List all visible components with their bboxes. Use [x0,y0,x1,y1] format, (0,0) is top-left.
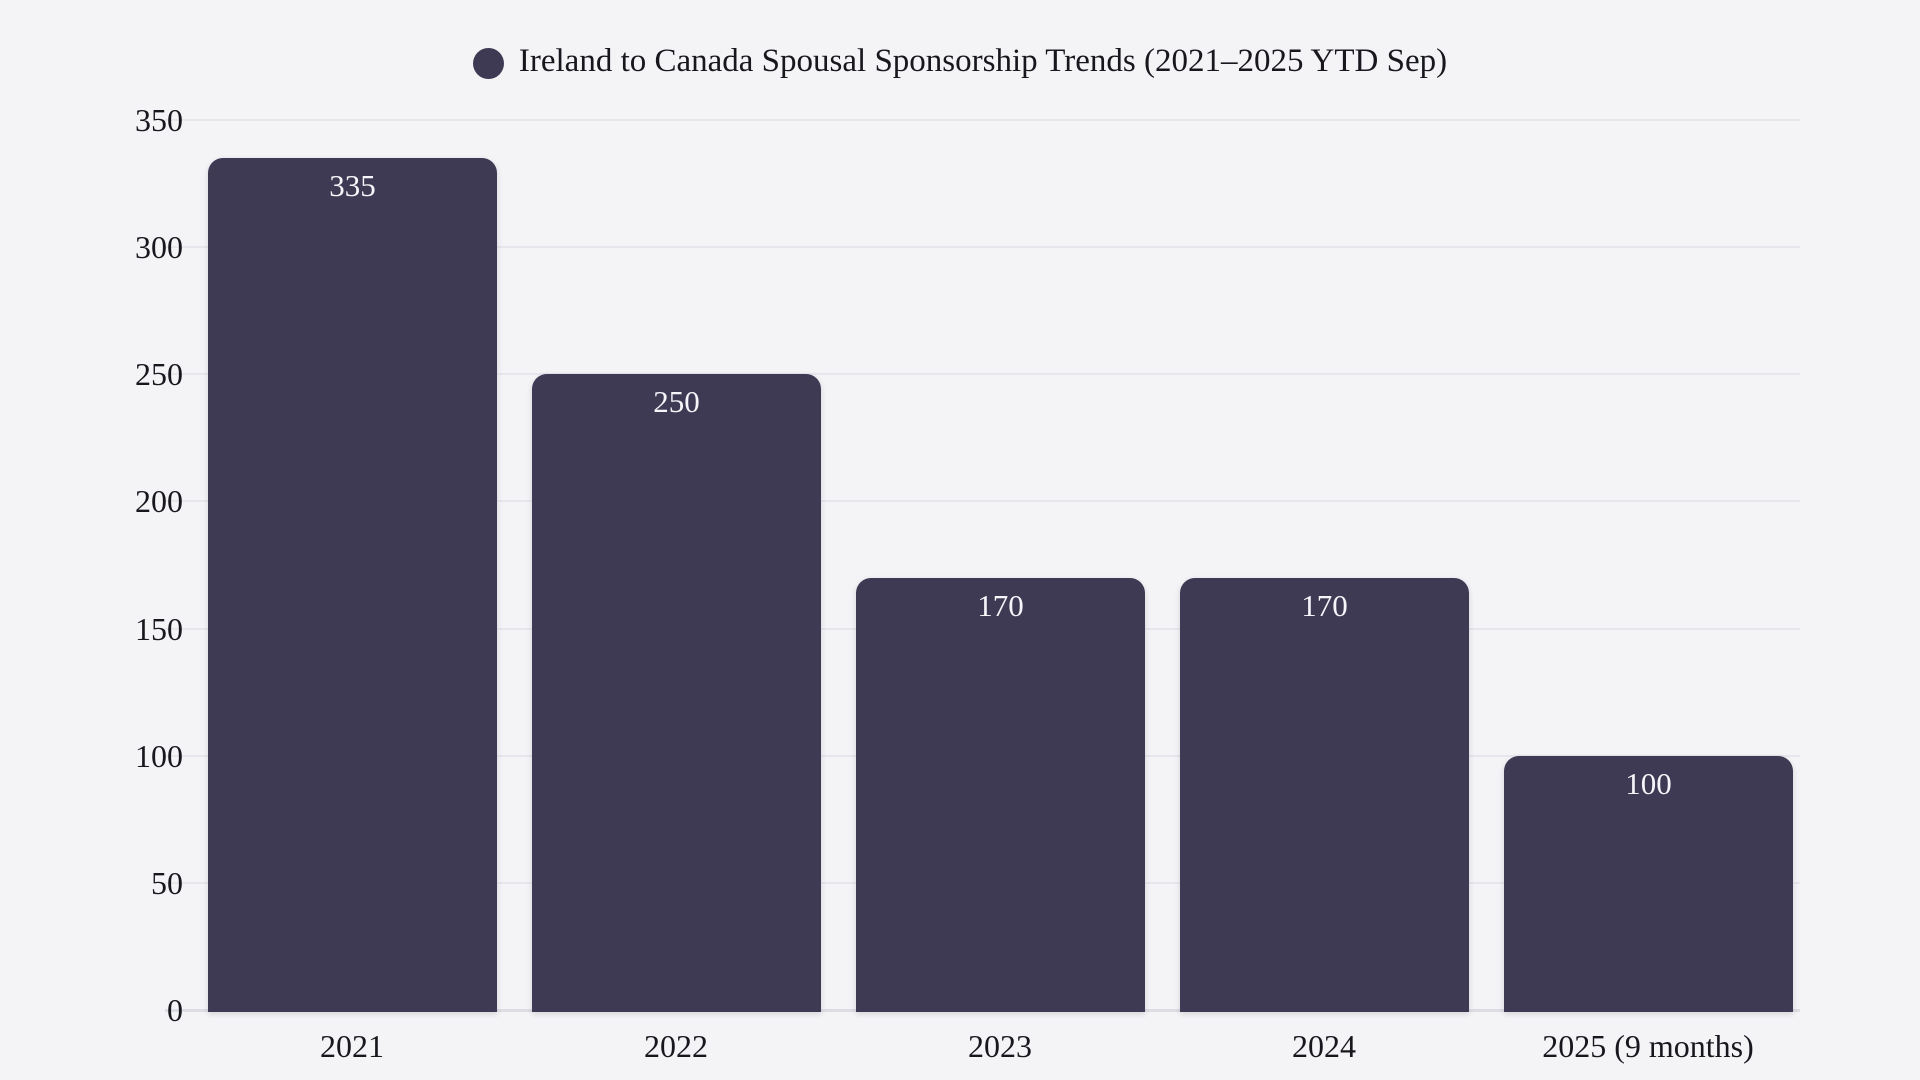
gridline-300 [165,246,1800,248]
chart-title: Ireland to Canada Spousal Sponsorship Tr… [518,42,1448,79]
bar-value-label: 250 [653,384,700,419]
x-tick-label-2023: 2023 [968,1028,1032,1064]
x-tick-label-2021: 2021 [320,1028,384,1064]
bar-value-label: 335 [329,168,376,203]
bar-2022[interactable]: 250 [532,374,821,1012]
bar-2023[interactable]: 170 [856,578,1145,1012]
bar-2025-9-months-[interactable]: 100 [1504,756,1793,1012]
y-tick-label-150: 150 [135,611,183,647]
gridline-250 [165,373,1800,375]
legend-marker-icon [472,47,504,79]
y-tick-label-200: 200 [135,483,183,519]
bar-2021[interactable]: 335 [208,158,497,1012]
x-tick-label-2022: 2022 [644,1028,708,1064]
x-tick-label-2024: 2024 [1292,1028,1356,1064]
y-tick-label-250: 250 [135,356,183,392]
gridline-200 [165,500,1800,502]
bar-2024[interactable]: 170 [1180,578,1469,1012]
y-tick-label-0: 0 [167,992,183,1028]
y-tick-label-350: 350 [135,102,183,138]
chart-legend-item[interactable]: Ireland to Canada Spousal Sponsorship Tr… [0,44,1920,82]
y-tick-label-100: 100 [135,738,183,774]
gridline-350 [165,119,1800,121]
bar-value-label: 170 [977,588,1024,623]
y-tick-label-300: 300 [135,229,183,265]
bar-value-label: 100 [1625,766,1672,801]
y-tick-label-50: 50 [151,865,183,901]
bar-value-label: 170 [1301,588,1348,623]
x-tick-label-2025-9-months-: 2025 (9 months) [1542,1028,1754,1064]
